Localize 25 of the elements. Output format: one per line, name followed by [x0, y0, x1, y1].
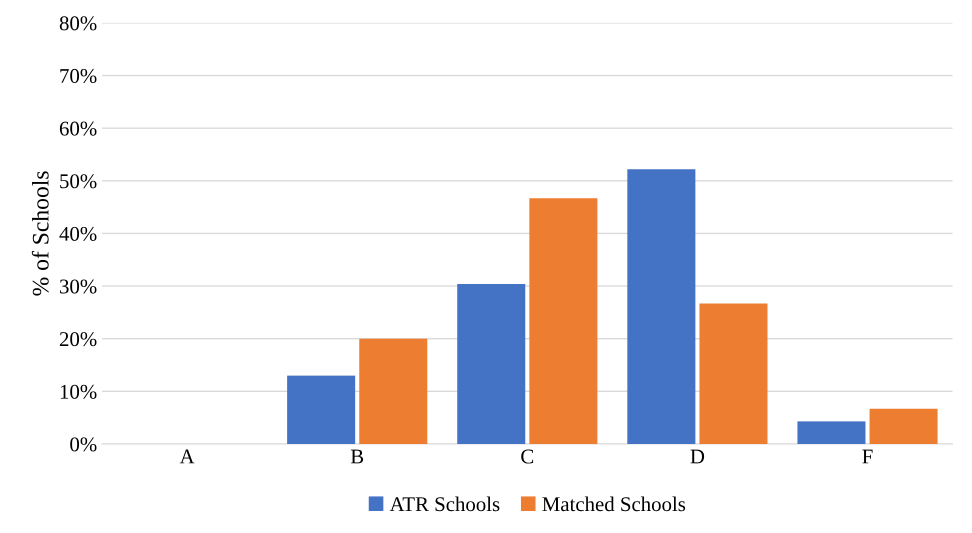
- x-tick-label: A: [180, 450, 194, 464]
- y-tick-label: 0%: [70, 437, 96, 452]
- x-tick-label: D: [690, 450, 704, 464]
- legend-label: ATR Schools: [390, 496, 500, 512]
- bar: [797, 421, 866, 444]
- y-tick-label: 70%: [60, 68, 96, 84]
- bar: [287, 376, 356, 444]
- x-tick-label: F: [862, 450, 873, 464]
- y-tick-label: 50%: [60, 174, 96, 188]
- y-tick-label: 60%: [60, 122, 96, 136]
- y-tick-label: 40%: [59, 226, 96, 241]
- legend-label: Matched Schools: [542, 496, 686, 512]
- bar: [529, 198, 598, 444]
- bar: [457, 284, 526, 444]
- bar: [359, 338, 428, 444]
- y-axis-title: % of Schools: [32, 171, 49, 296]
- x-tick-label: C: [521, 450, 534, 464]
- y-tick-label: 20%: [60, 332, 96, 346]
- y-tick-label: 10%: [60, 384, 96, 399]
- y-tick-label: 80%: [60, 16, 96, 30]
- bar: [627, 169, 696, 444]
- bar: [699, 303, 768, 444]
- x-tick-label: B: [350, 450, 364, 464]
- y-tick-label: 30%: [60, 279, 96, 294]
- bar: [870, 408, 938, 444]
